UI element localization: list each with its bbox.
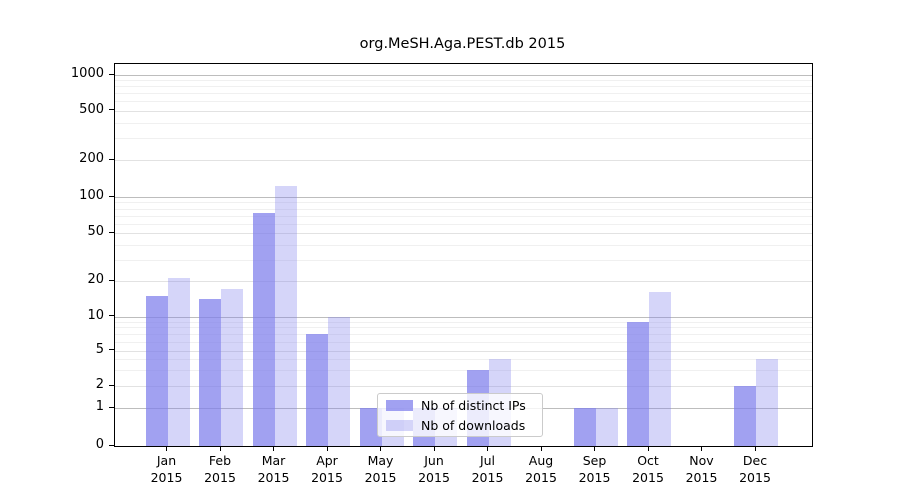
bar-distinct-ips	[252, 213, 275, 446]
grid-line	[115, 316, 812, 318]
legend-item: Nb of distinct IPs	[386, 397, 534, 414]
bar-distinct-ips	[306, 333, 328, 446]
y-axis-tick-mark	[109, 384, 114, 386]
y-axis-tick-mark	[109, 195, 114, 197]
grid-line	[115, 370, 812, 372]
bar-downloads	[595, 408, 618, 446]
y-axis-tick-mark	[109, 444, 114, 446]
x-axis-tick-label: Apr 2015	[311, 453, 343, 485]
grid-line	[115, 244, 812, 246]
y-axis-tick-mark	[109, 109, 114, 111]
bar-downloads	[221, 289, 243, 446]
x-axis-tick-mark	[594, 446, 596, 451]
bar-downloads	[756, 359, 778, 446]
legend: Nb of distinct IPs Nb of downloads	[377, 393, 543, 437]
y-axis-tick-label: 5	[95, 341, 104, 357]
y-axis-tick-mark	[109, 158, 114, 160]
y-axis-tick-label: 500	[79, 101, 104, 117]
x-axis-tick-label: Aug 2015	[525, 453, 557, 485]
y-axis-tick-mark	[109, 73, 114, 75]
grid-line	[115, 86, 812, 88]
grid-line	[115, 386, 812, 387]
grid-line	[115, 110, 812, 112]
x-axis-tick-mark	[487, 446, 489, 451]
bar-distinct-ips	[627, 321, 649, 446]
x-axis-tick-label: Jun 2015	[418, 453, 450, 485]
grid-line	[115, 259, 812, 261]
grid-line	[115, 122, 812, 124]
x-axis-tick-mark	[273, 446, 275, 451]
y-axis-tick-mark	[109, 349, 114, 351]
x-axis-tick-mark	[754, 446, 756, 451]
y-axis-tick-label: 0	[95, 437, 104, 452]
x-axis-tick-mark	[647, 446, 649, 451]
plot-area	[114, 63, 813, 447]
y-axis-tick-mark	[109, 279, 114, 281]
y-axis-tick-label: 100	[79, 188, 104, 203]
y-axis-tick-mark	[109, 231, 114, 233]
bar-distinct-ips	[199, 299, 221, 446]
grid-line	[115, 359, 812, 361]
grid-line	[115, 333, 812, 335]
legend-label: Nb of downloads	[421, 417, 526, 433]
bar-downloads	[328, 316, 350, 446]
bar-distinct-ips	[359, 408, 382, 446]
grid-line	[115, 341, 812, 343]
grid-line	[115, 233, 812, 234]
x-axis-tick-label: Dec 2015	[739, 453, 771, 485]
grid-line	[115, 197, 812, 198]
x-axis-tick-mark	[433, 446, 435, 451]
y-axis-tick-label: 1	[95, 399, 104, 414]
grid-line	[115, 321, 812, 323]
x-axis-tick-label: Mar 2015	[257, 453, 290, 485]
bar-distinct-ips	[734, 386, 756, 446]
x-axis-tick-mark	[166, 446, 168, 451]
x-axis-tick-mark	[219, 446, 221, 451]
grid-line	[115, 160, 812, 161]
legend-label: Nb of distinct IPs	[421, 397, 526, 413]
bar-downloads	[649, 292, 671, 446]
grid-line	[115, 93, 812, 95]
chart-title: org.MeSH.Aga.PEST.db 2015	[359, 36, 566, 52]
y-axis-tick-mark	[109, 315, 114, 317]
x-axis-tick-label: Oct 2015	[632, 453, 664, 485]
bar-distinct-ips	[573, 408, 596, 446]
bar-distinct-ips	[145, 295, 168, 446]
y-axis-tick-label: 10	[87, 307, 104, 323]
grid-line	[115, 80, 812, 82]
y-axis-tick-label: 200	[79, 151, 104, 166]
x-axis-tick-label: Jul 2015	[471, 453, 504, 485]
legend-item: Nb of downloads	[386, 417, 534, 434]
grid-line	[115, 281, 812, 282]
x-axis-tick-label: May 2015	[364, 453, 397, 485]
grid-line	[115, 101, 812, 103]
x-axis-tick-label: Jan 2015	[150, 453, 183, 485]
y-axis-tick-mark	[109, 406, 114, 408]
x-axis-tick-mark	[701, 446, 703, 451]
x-axis-tick-label: Feb 2015	[204, 453, 236, 485]
y-axis-tick-label: 50	[87, 224, 104, 239]
grid-line	[115, 208, 812, 210]
x-axis-tick-mark	[326, 446, 328, 451]
x-axis-tick-mark	[380, 446, 382, 451]
grid-line	[115, 202, 812, 204]
grid-line	[115, 75, 812, 76]
x-axis-tick-label: Sep 2015	[578, 453, 611, 485]
downloads-swatch-icon	[386, 419, 413, 431]
grid-line	[115, 138, 812, 140]
x-axis-tick-label: Nov 2015	[685, 453, 718, 485]
distinct-ips-swatch-icon	[386, 399, 413, 411]
y-axis-tick-label: 1000	[70, 66, 104, 81]
bar-downloads	[274, 185, 297, 446]
bar-downloads	[167, 278, 190, 446]
grid-line	[115, 327, 812, 329]
grid-line	[115, 215, 812, 217]
y-axis-tick-label: 2	[95, 377, 104, 392]
grid-line	[115, 350, 812, 352]
y-axis-tick-label: 20	[87, 272, 104, 287]
x-axis-tick-mark	[540, 446, 542, 451]
grid-line	[115, 223, 812, 225]
